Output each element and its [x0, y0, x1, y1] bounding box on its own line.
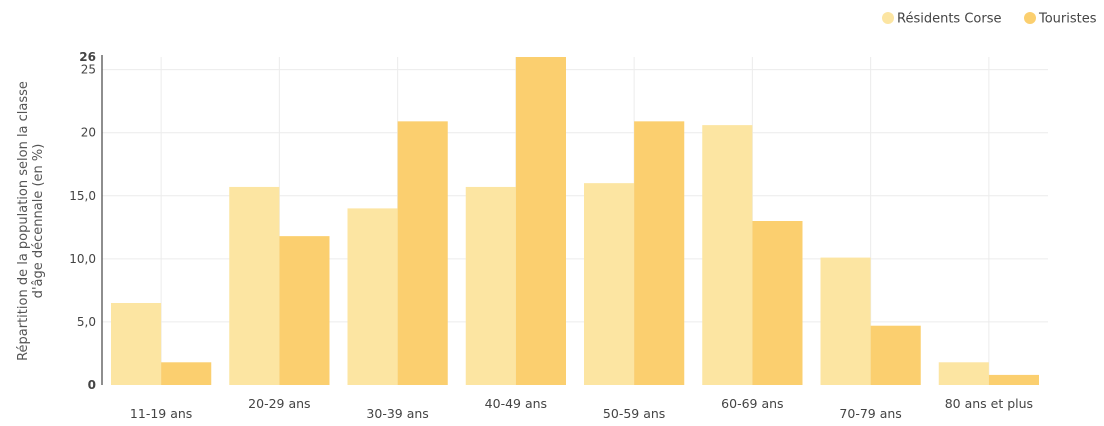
x-tick-label: 40-49 ans — [485, 396, 547, 411]
bar-residents[interactable] — [347, 208, 398, 385]
x-tick-label: 70-79 ans — [839, 406, 901, 421]
bar-touristes[interactable] — [279, 236, 330, 385]
bar-residents[interactable] — [229, 186, 280, 385]
y-tick-label: 25 — [81, 63, 96, 77]
bar-touristes[interactable] — [988, 374, 1039, 385]
y-axis-title: Répartition de la population selon la cl… — [16, 81, 46, 361]
y-tick-label: 15,0 — [69, 189, 96, 203]
bar-residents[interactable] — [702, 125, 753, 385]
x-tick-label: 80 ans et plus — [945, 396, 1033, 411]
legend-label-residents[interactable]: Résidents Corse — [897, 12, 1001, 27]
bar-residents[interactable] — [820, 257, 871, 385]
x-tick-label: 60-69 ans — [721, 396, 783, 411]
y-tick-label: 0 — [88, 378, 96, 392]
y-axis-title-line: d'âge décennale (en %) — [31, 144, 46, 299]
y-tick-label: 5,0 — [77, 315, 96, 329]
y-tick-label: 20 — [81, 126, 96, 140]
legend-label-touristes[interactable]: Touristes — [1038, 12, 1097, 27]
bar-residents[interactable] — [111, 303, 162, 385]
bar-residents[interactable] — [938, 362, 989, 385]
legend-marker-residents[interactable] — [882, 12, 894, 24]
y-axis-title-line: Répartition de la population selon la cl… — [16, 81, 31, 361]
bar-touristes[interactable] — [515, 57, 566, 385]
x-tick-label: 30-39 ans — [366, 406, 428, 421]
legend-marker-touristes[interactable] — [1024, 12, 1036, 24]
y-tick-label: 10,0 — [69, 252, 96, 266]
x-tick-label: 20-29 ans — [248, 396, 310, 411]
bar-residents[interactable] — [465, 186, 516, 385]
y-tick-label: 26 — [79, 50, 96, 64]
bar-residents[interactable] — [584, 183, 635, 385]
bar-touristes[interactable] — [397, 121, 448, 385]
bar-touristes[interactable] — [752, 221, 803, 385]
bar-touristes[interactable] — [870, 325, 921, 385]
x-tick-label: 50-59 ans — [603, 406, 665, 421]
bar-touristes[interactable] — [634, 121, 685, 385]
x-tick-label: 11-19 ans — [130, 406, 192, 421]
bar-touristes[interactable] — [161, 362, 212, 385]
